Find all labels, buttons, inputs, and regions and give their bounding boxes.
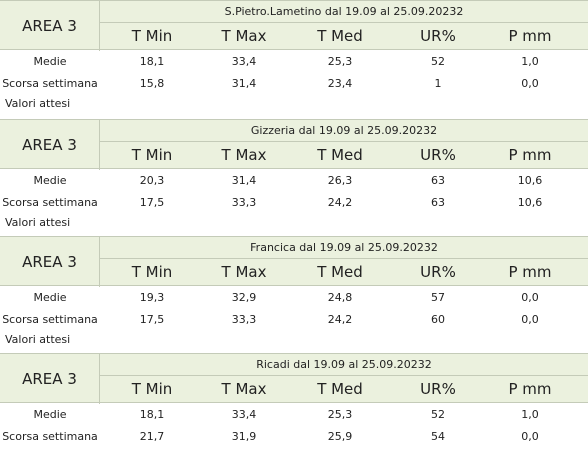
row-label: Scorsa settimana [2,313,98,326]
table-block: AREA 3 S.Pietro.Lametino dal 19.09 al 25.… [0,0,588,117]
column-header: P mm [508,380,552,398]
column-header: T Med [317,263,363,281]
column-header: P mm [508,146,552,164]
block-title: Francica dal 19.09 al 25.09.20232 [100,237,588,259]
cell-value: 54 [431,430,445,443]
cell-value: 0,0 [521,291,539,304]
cell-value: 0,0 [521,430,539,443]
cell-value: 19,3 [139,291,165,304]
column-header: T Max [221,27,267,45]
cell-value: 0,0 [521,313,539,326]
cell-value: 33,4 [231,55,257,68]
cell-value: 1,0 [521,408,539,421]
header-band: AREA 3 Francica dal 19.09 al 25.09.20232 [0,236,588,287]
column-header: T Med [317,146,363,164]
column-header: T Min [131,263,173,281]
cell-value: 60 [431,313,445,326]
column-header: UR% [420,146,456,164]
area-label: AREA 3 [0,120,100,170]
cell-value: 24,2 [327,196,353,209]
cell-value: 21,7 [139,430,165,443]
area-label: AREA 3 [0,1,100,51]
row-label: Medie [33,408,67,421]
column-header: P mm [508,263,552,281]
cell-value: 25,3 [327,408,353,421]
header-band: AREA 3 S.Pietro.Lametino dal 19.09 al 25.… [0,0,588,51]
cell-value: 32,9 [231,291,257,304]
cell-value: 18,1 [139,408,165,421]
cell-value: 52 [431,55,445,68]
area-label: AREA 3 [0,237,100,287]
table-block: AREA 3 Gizzeria dal 19.09 al 25.09.20232 T… [0,119,588,236]
cell-value: 17,5 [139,196,165,209]
block-title: Ricadi dal 19.09 al 25.09.20232 [100,354,588,376]
area-label: AREA 3 [0,354,100,404]
column-header: UR% [420,380,456,398]
cell-value: 57 [431,291,445,304]
cell-value: 52 [431,408,445,421]
cell-value: 1 [434,77,442,90]
row-label: Scorsa settimana [2,77,98,90]
header-band: AREA 3 Gizzeria dal 19.09 al 25.09.20232 [0,119,588,170]
cell-value: 10,6 [517,196,543,209]
row-label: Medie [33,291,67,304]
cell-value: 17,5 [139,313,165,326]
row-label: Valori attesi [5,216,71,229]
row-label: Medie [33,174,67,187]
block-title: Gizzeria dal 19.09 al 25.09.20232 [100,120,588,142]
cell-value: 0,0 [521,77,539,90]
cell-value: 31,4 [231,174,257,187]
cell-value: 33,3 [231,196,257,209]
cell-value: 25,3 [327,55,353,68]
row-label: Scorsa settimana [2,430,98,443]
cell-value: 31,9 [231,430,257,443]
cell-value: 20,3 [139,174,165,187]
column-header: T Max [221,380,267,398]
row-label: Medie [33,55,67,68]
table-block: AREA 3 Francica dal 19.09 al 25.09.20232 T… [0,236,588,353]
block-title: S.Pietro.Lametino dal 19.09 al 25.09.202… [100,1,588,23]
cell-value: 24,8 [327,291,353,304]
column-header: T Min [131,146,173,164]
cell-value: 23,4 [327,77,353,90]
column-header: P mm [508,27,552,45]
column-header: UR% [420,27,456,45]
cell-value: 10,6 [517,174,543,187]
cell-value: 31,4 [231,77,257,90]
row-label: Valori attesi [5,333,71,346]
column-header: T Min [131,380,173,398]
table-block: AREA 3 Ricadi dal 19.09 al 25.09.20232 T M… [0,353,588,449]
column-header: T Med [317,380,363,398]
cell-value: 33,3 [231,313,257,326]
cell-value: 15,8 [139,77,165,90]
cell-value: 1,0 [521,55,539,68]
row-label: Valori attesi [5,97,71,110]
row-label: Scorsa settimana [2,196,98,209]
cell-value: 26,3 [327,174,353,187]
column-header: T Med [317,27,363,45]
cell-value: 63 [431,174,445,187]
column-header: T Max [221,263,267,281]
column-header: T Min [131,27,173,45]
column-header: UR% [420,263,456,281]
cell-value: 25,9 [327,430,353,443]
cell-value: 33,4 [231,408,257,421]
column-header: T Max [221,146,267,164]
cell-value: 18,1 [139,55,165,68]
header-band: AREA 3 Ricadi dal 19.09 al 25.09.20232 [0,353,588,404]
cell-value: 63 [431,196,445,209]
cell-value: 24,2 [327,313,353,326]
